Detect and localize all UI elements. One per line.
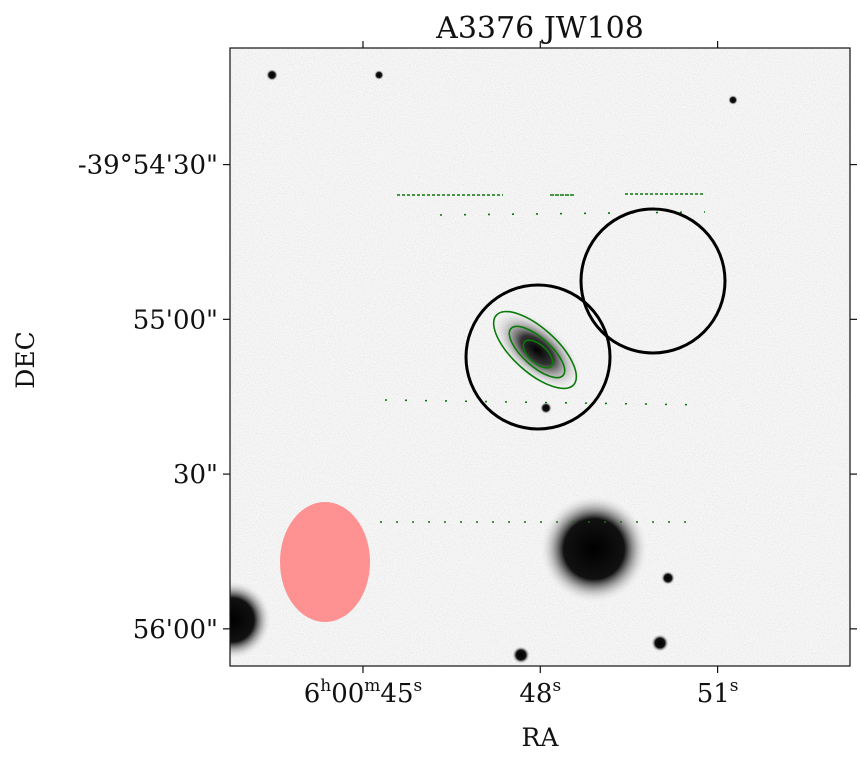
y-tick-label: 56'00" bbox=[133, 615, 218, 645]
galaxy bbox=[491, 308, 583, 392]
x-axis-label: RA bbox=[522, 723, 560, 752]
x-tick-label: 48s bbox=[519, 676, 561, 709]
star bbox=[266, 69, 278, 81]
star bbox=[651, 634, 669, 652]
sky-image bbox=[230, 48, 850, 666]
contours bbox=[380, 193, 706, 523]
star bbox=[540, 402, 552, 414]
star bbox=[512, 646, 530, 664]
star bbox=[728, 95, 738, 105]
y-tick-label: 55'00" bbox=[133, 305, 218, 335]
star bbox=[661, 571, 675, 585]
beam-ellipse bbox=[280, 502, 370, 622]
y-axis-label: DEC bbox=[11, 331, 40, 388]
bright-star bbox=[539, 494, 649, 604]
x-tick-label: 51s bbox=[697, 676, 739, 709]
aperture-circle bbox=[579, 207, 727, 355]
x-tick-label: 6h00m45s bbox=[304, 676, 423, 709]
y-tick-label: -39°54'30" bbox=[78, 151, 218, 181]
aperture-circle bbox=[464, 283, 612, 431]
edge-star bbox=[230, 580, 272, 660]
chart-title: A3376 JW108 bbox=[435, 11, 644, 46]
y-tick-label: 30" bbox=[173, 460, 218, 490]
star bbox=[374, 70, 384, 80]
